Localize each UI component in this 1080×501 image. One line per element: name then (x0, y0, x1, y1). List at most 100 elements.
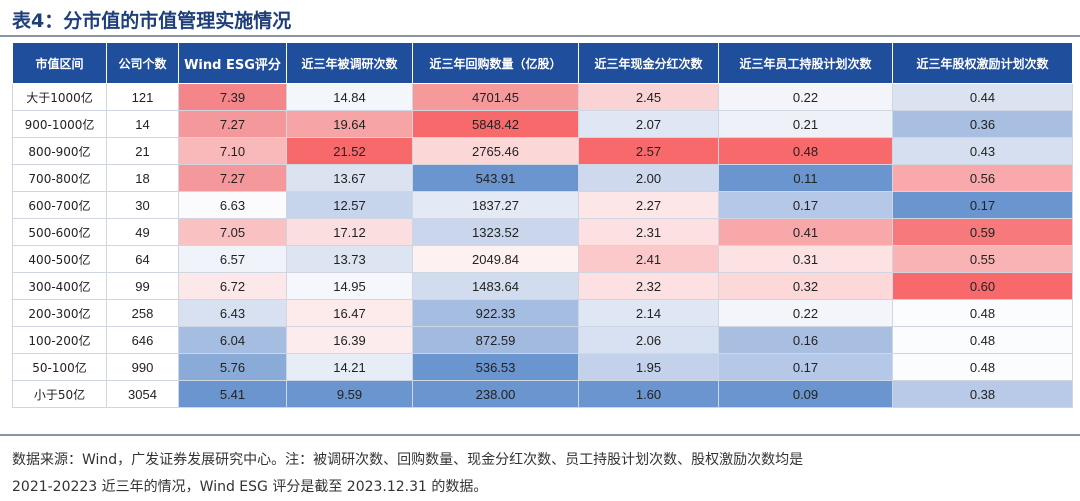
table-cell: 2.14 (578, 299, 719, 327)
table-cell: 19.64 (286, 110, 413, 138)
table-cell: 0.55 (892, 245, 1073, 273)
table-cell: 14.21 (286, 353, 413, 381)
table-cell: 13.67 (286, 164, 413, 192)
table-cell: 18 (106, 164, 179, 192)
table-cell: 543.91 (412, 164, 579, 192)
table-cell: 6.43 (178, 299, 287, 327)
table-cell: 0.17 (718, 191, 893, 219)
table-cell: 13.73 (286, 245, 413, 273)
table-cell: 0.59 (892, 218, 1073, 246)
row-label-cell: 大于1000亿 (12, 83, 107, 111)
table-cell: 49 (106, 218, 179, 246)
column-header: 近三年被调研次数 (286, 42, 413, 84)
table-cell: 0.16 (718, 326, 893, 354)
table-cell: 2.00 (578, 164, 719, 192)
table-cell: 5848.42 (412, 110, 579, 138)
row-label-cell: 200-300亿 (12, 299, 107, 327)
table-cell: 0.48 (718, 137, 893, 165)
table-cell: 1483.64 (412, 272, 579, 300)
table-cell: 6.04 (178, 326, 287, 354)
table-row: 800-900亿 21 7.10 21.52 2765.46 2.57 0.48 0.43 (12, 137, 1073, 165)
table-cell: 1.95 (578, 353, 719, 381)
table-cell: 7.39 (178, 83, 287, 111)
table-cell: 64 (106, 245, 179, 273)
table-row: 900-1000亿 14 7.27 19.64 5848.42 2.07 0.21 0.36 (12, 110, 1073, 138)
table-cell: 14.95 (286, 272, 413, 300)
row-label-cell: 900-1000亿 (12, 110, 107, 138)
column-header: 近三年回购数量（亿股） (412, 42, 579, 84)
table-cell: 0.17 (892, 191, 1073, 219)
table-cell: 872.59 (412, 326, 579, 354)
table-cell: 2.27 (578, 191, 719, 219)
table-cell: 0.36 (892, 110, 1073, 138)
table-cell: 6.72 (178, 272, 287, 300)
table-cell: 30 (106, 191, 179, 219)
row-label-cell: 300-400亿 (12, 272, 107, 300)
table-cell: 536.53 (412, 353, 579, 381)
table-cell: 1323.52 (412, 218, 579, 246)
header-row: 市值区间 公司个数 Wind ESG评分 近三年被调研次数 近三年回购数量（亿股… (12, 42, 1073, 84)
table-cell: 990 (106, 353, 179, 381)
table-row: 300-400亿 99 6.72 14.95 1483.64 2.32 0.32 0.60 (12, 272, 1073, 300)
column-header: 公司个数 (106, 42, 179, 84)
table-row: 700-800亿 18 7.27 13.67 543.91 2.00 0.11 0.56 (12, 164, 1073, 192)
row-label-cell: 600-700亿 (12, 191, 107, 219)
table-cell: 121 (106, 83, 179, 111)
table-cell: 6.57 (178, 245, 287, 273)
table-row: 500-600亿 49 7.05 17.12 1323.52 2.31 0.41 0.59 (12, 218, 1073, 246)
column-header: 近三年现金分红次数 (578, 42, 719, 84)
table-cell: 238.00 (412, 380, 579, 408)
row-label-cell: 500-600亿 (12, 218, 107, 246)
table-cell: 0.41 (718, 218, 893, 246)
table-cell: 2.41 (578, 245, 719, 273)
table-row: 600-700亿 30 6.63 12.57 1837.27 2.27 0.17 0.17 (12, 191, 1073, 219)
title-divider (0, 35, 1080, 37)
table-cell: 0.44 (892, 83, 1073, 111)
source-note: 数据来源：Wind，广发证券发展研究中心。注：被调研次数、回购数量、现金分红次数… (12, 452, 804, 468)
column-header: Wind ESG评分 (178, 42, 287, 84)
row-label-cell: 700-800亿 (12, 164, 107, 192)
table-cell: 0.22 (718, 299, 893, 327)
table-row: 200-300亿 258 6.43 16.47 922.33 2.14 0.22 0.48 (12, 299, 1073, 327)
table-cell: 1.60 (578, 380, 719, 408)
table-cell: 0.43 (892, 137, 1073, 165)
table-cell: 4701.45 (412, 83, 579, 111)
table-cell: 2049.84 (412, 245, 579, 273)
table-row: 大于1000亿 121 7.39 14.84 4701.45 2.45 0.22 0.44 (12, 83, 1073, 111)
table-cell: 7.27 (178, 164, 287, 192)
column-header: 近三年股权激励计划次数 (892, 42, 1073, 84)
table-cell: 2.45 (578, 83, 719, 111)
table-cell: 0.48 (892, 326, 1073, 354)
table-cell: 2.32 (578, 272, 719, 300)
table-cell: 16.39 (286, 326, 413, 354)
table-cell: 0.48 (892, 353, 1073, 381)
table-cell: 0.48 (892, 299, 1073, 327)
table-cell: 5.76 (178, 353, 287, 381)
row-label-cell: 800-900亿 (12, 137, 107, 165)
table-cell: 14.84 (286, 83, 413, 111)
table-row: 50-100亿 990 5.76 14.21 536.53 1.95 0.17 0.48 (12, 353, 1073, 381)
table-cell: 14 (106, 110, 179, 138)
table-cell: 646 (106, 326, 179, 354)
table-cell: 0.38 (892, 380, 1073, 408)
table-cell: 0.56 (892, 164, 1073, 192)
footer-divider (0, 434, 1080, 436)
table-cell: 99 (106, 272, 179, 300)
market-cap-table: 市值区间 公司个数 Wind ESG评分 近三年被调研次数 近三年回购数量（亿股… (12, 42, 1073, 408)
row-label-cell: 400-500亿 (12, 245, 107, 273)
table-cell: 2.07 (578, 110, 719, 138)
table-cell: 922.33 (412, 299, 579, 327)
table-cell: 7.27 (178, 110, 287, 138)
table-cell: 2.31 (578, 218, 719, 246)
table-cell: 3054 (106, 380, 179, 408)
table-cell: 0.31 (718, 245, 893, 273)
table-cell: 2765.46 (412, 137, 579, 165)
table-cell: 6.63 (178, 191, 287, 219)
row-label-cell: 小于50亿 (12, 380, 107, 408)
table-cell: 12.57 (286, 191, 413, 219)
column-header: 市值区间 (12, 42, 107, 84)
table-cell: 2.06 (578, 326, 719, 354)
table-row: 100-200亿 646 6.04 16.39 872.59 2.06 0.16 0.48 (12, 326, 1073, 354)
table-cell: 7.10 (178, 137, 287, 165)
table-row: 小于50亿 3054 5.41 9.59 238.00 1.60 0.09 0.38 (12, 380, 1073, 408)
